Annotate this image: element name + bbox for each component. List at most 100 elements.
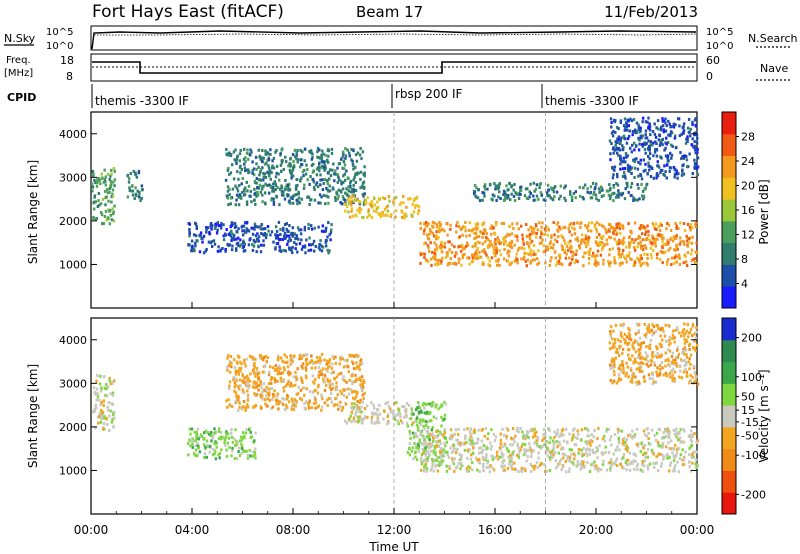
power-echo-cell bbox=[541, 232, 544, 236]
power-echo-cell bbox=[322, 152, 325, 156]
power-echo-cell bbox=[433, 251, 437, 255]
power-echo-cell bbox=[251, 232, 255, 236]
power-echo-cell bbox=[98, 203, 101, 207]
power-echo-cell bbox=[644, 151, 647, 155]
velocity-echo-cell bbox=[528, 445, 532, 449]
power-echo-cell bbox=[505, 184, 508, 188]
power-echo-cell bbox=[204, 249, 207, 253]
power-echo-cell bbox=[670, 153, 674, 157]
velocity-echo-cell bbox=[366, 415, 369, 419]
velocity-echo-cell bbox=[467, 469, 470, 473]
velocity-echo-cell bbox=[478, 470, 481, 473]
power-echo-cell bbox=[651, 234, 654, 238]
velocity-echo-cell bbox=[461, 464, 464, 468]
power-echo-cell bbox=[617, 253, 620, 256]
power-echo-cell bbox=[692, 145, 695, 149]
velocity-echo-cell bbox=[254, 456, 257, 460]
power-echo-cell bbox=[597, 198, 600, 202]
velocity-echo-cell bbox=[487, 465, 491, 469]
velocity-echo-cell bbox=[635, 367, 639, 371]
power-echo-cell bbox=[312, 180, 316, 184]
velocity-echo-cell bbox=[253, 404, 256, 408]
velocity-echo-cell bbox=[299, 396, 302, 400]
power-echo-cell bbox=[621, 224, 625, 228]
power-echo-cell bbox=[278, 238, 281, 242]
power-echo-cell bbox=[348, 154, 351, 158]
power-echo-cell bbox=[461, 225, 465, 229]
power-echo-cell bbox=[512, 194, 516, 198]
power-echo-cell bbox=[667, 159, 670, 163]
power-echo-cell bbox=[665, 176, 668, 180]
power-echo-cell bbox=[260, 232, 263, 235]
power-echo-cell bbox=[562, 226, 565, 230]
velocity-echo-cell bbox=[586, 454, 589, 457]
power-echo-cell bbox=[426, 223, 429, 227]
power-echo-cell bbox=[273, 188, 276, 192]
power-echo-cell bbox=[291, 245, 294, 249]
power-echo-cell bbox=[612, 192, 615, 195]
power-echo-cell bbox=[515, 252, 518, 256]
power-echo-cell bbox=[351, 159, 354, 163]
velocity-echo-cell bbox=[580, 428, 584, 432]
velocity-echo-cell bbox=[286, 382, 289, 386]
power-echo-cell bbox=[568, 230, 571, 234]
velocity-echo-cell bbox=[530, 455, 533, 459]
power-echo-cell bbox=[619, 253, 622, 257]
velocity-echo-cell bbox=[516, 429, 519, 433]
velocity-echo-cell bbox=[465, 469, 469, 473]
power-echo-cell bbox=[253, 192, 257, 196]
power-echo-cell bbox=[687, 117, 691, 121]
velocity-echo-cell bbox=[568, 448, 572, 452]
velocity-echo-cell bbox=[536, 437, 540, 441]
velocity-echo-cell bbox=[519, 426, 522, 430]
power-echo-cell bbox=[529, 241, 532, 245]
power-echo-cell bbox=[227, 153, 231, 157]
power-echo-cell bbox=[194, 241, 197, 245]
velocity-echo-cell bbox=[330, 366, 334, 370]
velocity-echo-cell bbox=[240, 442, 243, 446]
velocity-echo-cell bbox=[238, 401, 241, 405]
power-echo-cell bbox=[639, 162, 642, 166]
power-echo-cell bbox=[638, 260, 641, 264]
power-echo-cell bbox=[219, 224, 222, 227]
power-echo-cell bbox=[661, 244, 664, 248]
power-echo-cell bbox=[346, 176, 349, 180]
velocity-echo-cell bbox=[109, 409, 112, 413]
velocity-echo-cell bbox=[101, 410, 105, 414]
power-echo-cell bbox=[336, 166, 339, 170]
velocity-echo-cell bbox=[425, 469, 429, 473]
velocity-echo-cell bbox=[571, 428, 575, 432]
power-echo-cell bbox=[476, 240, 479, 244]
velocity-echo-cell bbox=[408, 429, 411, 433]
power-echo-cell bbox=[527, 228, 530, 232]
power-echo-cell bbox=[586, 187, 589, 191]
power-echo-cell bbox=[325, 244, 328, 248]
power-echo-cell bbox=[235, 247, 238, 251]
velocity-echo-cell bbox=[490, 428, 493, 432]
velocity-echo-cell bbox=[254, 357, 257, 361]
power-echo-cell bbox=[664, 154, 668, 158]
velocity-echo-cell bbox=[505, 436, 508, 440]
velocity-echo-cell bbox=[203, 455, 206, 459]
velocity-echo-cell bbox=[430, 466, 434, 470]
velocity-echo-cell bbox=[477, 428, 480, 432]
velocity-echo-cell bbox=[293, 398, 296, 401]
velocity-echo-cell bbox=[627, 462, 630, 466]
power-echo-cell bbox=[327, 251, 330, 255]
velocity-echo-cell bbox=[327, 396, 331, 400]
power-echo-cell bbox=[661, 119, 665, 123]
power-echo-cell bbox=[648, 148, 651, 152]
velocity-echo-cell bbox=[351, 407, 354, 411]
power-echo-cell bbox=[647, 229, 650, 233]
velocity-echo-cell bbox=[693, 332, 696, 336]
velocity-echo-cell bbox=[616, 445, 619, 449]
power-echo-cell bbox=[262, 184, 265, 188]
velocity-echo-cell bbox=[673, 469, 676, 473]
velocity-echo-cell bbox=[439, 405, 442, 409]
velocity-echo-cell bbox=[318, 356, 322, 360]
velocity-echo-cell bbox=[609, 379, 612, 382]
velocity-echo-cell bbox=[667, 373, 671, 377]
power-echo-cell bbox=[641, 144, 644, 148]
power-echo-cell bbox=[110, 200, 113, 204]
power-echo-cell bbox=[311, 155, 314, 159]
